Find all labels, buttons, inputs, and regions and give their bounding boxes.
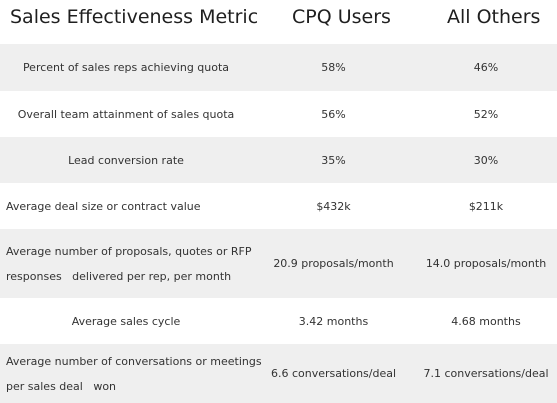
others-value: $211k <box>415 183 557 229</box>
metric-cell: Average number of conversations or meeti… <box>0 344 262 403</box>
metric-line-1: Average number of proposals, quotes or R… <box>6 244 252 258</box>
others-value: 4.68 months <box>415 298 557 344</box>
metric-cell: Average number of proposals, quotes or R… <box>0 229 252 298</box>
cpq-value: $432k <box>252 183 415 229</box>
metric-line-1: Average number of conversations or meeti… <box>6 354 262 368</box>
table-row: Average sales cycle 3.42 months 4.68 mon… <box>0 298 557 344</box>
others-value: 46% <box>415 44 557 91</box>
others-value: 14.0 proposals/month <box>415 229 557 298</box>
others-value: 7.1 conversations/deal <box>415 344 557 403</box>
metric-line-2: responses delivered per rep, per month <box>6 269 232 283</box>
header-row: Sales Effectiveness Metric CPQ Users All… <box>0 0 557 44</box>
others-value: 52% <box>415 91 557 137</box>
table-row: Overall team attainment of sales quota 5… <box>0 91 557 137</box>
table-row: Average number of conversations or meeti… <box>0 344 557 403</box>
header-metric: Sales Effectiveness Metric <box>10 6 259 28</box>
cpq-value: 58% <box>252 44 415 91</box>
cpq-value: 20.9 proposals/month <box>252 229 415 298</box>
table-row: Lead conversion rate 35% 30% <box>0 137 557 183</box>
table-row: Average number of proposals, quotes or R… <box>0 229 557 298</box>
metric-cell: Average sales cycle <box>0 298 252 344</box>
metric-line-2: per sales deal won <box>6 379 117 393</box>
header-cpq-users: CPQ Users <box>292 6 391 28</box>
table-row: Percent of sales reps achieving quota 58… <box>0 44 557 91</box>
table-row: Average deal size or contract value $432… <box>0 183 557 229</box>
cpq-value: 56% <box>252 91 415 137</box>
metric-cell: Average deal size or contract value <box>0 183 252 229</box>
cpq-value: 3.42 months <box>252 298 415 344</box>
metric-cell: Percent of sales reps achieving quota <box>0 44 252 91</box>
metric-cell: Overall team attainment of sales quota <box>0 91 252 137</box>
metric-cell: Lead conversion rate <box>0 137 252 183</box>
header-all-others: All Others <box>447 6 541 28</box>
others-value: 30% <box>415 137 557 183</box>
cpq-value: 35% <box>252 137 415 183</box>
cpq-value: 6.6 conversations/deal <box>252 344 415 403</box>
